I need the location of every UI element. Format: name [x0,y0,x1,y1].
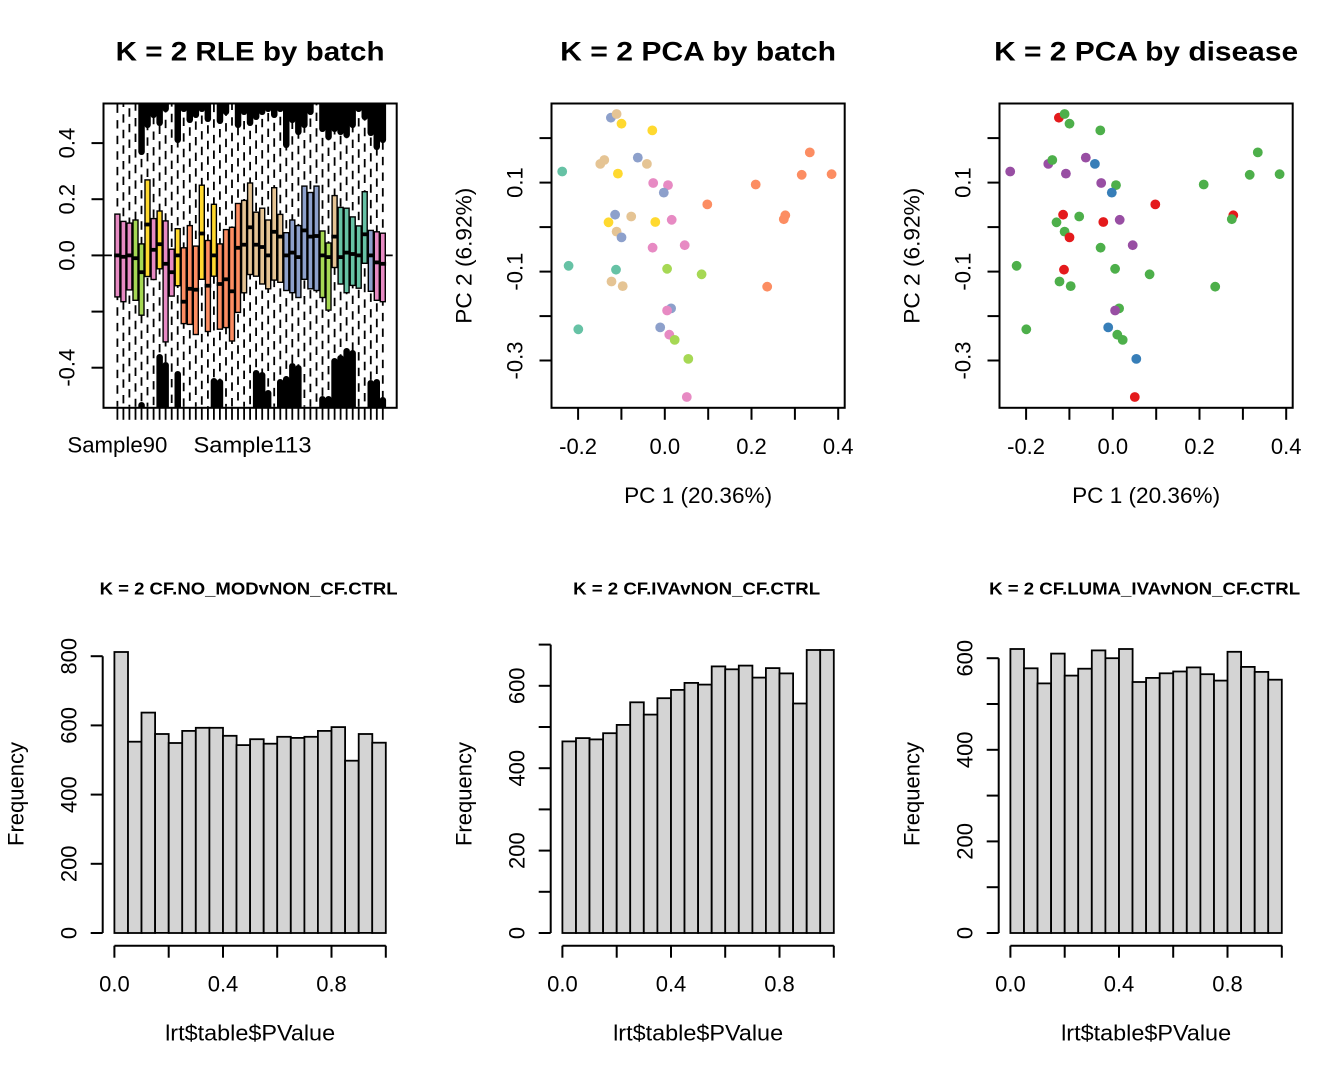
svg-text:0.2: 0.2 [736,434,767,459]
svg-text:Sample113: Sample113 [194,433,312,458]
svg-text:0.0: 0.0 [1098,434,1129,459]
svg-text:PC 1 (20.36%): PC 1 (20.36%) [1072,483,1220,508]
svg-text:0.0: 0.0 [99,972,130,997]
svg-text:lrt$table$PValue: lrt$table$PValue [613,1021,783,1046]
svg-text:Frequency: Frequency [899,742,924,846]
svg-text:-0.1: -0.1 [950,253,975,291]
svg-text:-0.3: -0.3 [502,342,527,380]
svg-text:800: 800 [57,638,82,675]
svg-text:K = 2 RLE by batch: K = 2 RLE by batch [116,37,385,67]
svg-text:0.4: 0.4 [1104,972,1135,997]
svg-text:0.4: 0.4 [54,128,79,159]
svg-text:-0.2: -0.2 [1007,434,1045,459]
svg-text:-0.1: -0.1 [502,253,527,291]
svg-text:Frequency: Frequency [3,742,28,846]
svg-text:lrt$table$PValue: lrt$table$PValue [165,1021,335,1046]
svg-text:K = 2 CF.NO_MODvNON_CF.CTRL: K = 2 CF.NO_MODvNON_CF.CTRL [100,578,398,598]
svg-text:600: 600 [505,667,530,704]
svg-text:0.0: 0.0 [547,972,578,997]
svg-text:200: 200 [505,832,530,869]
svg-text:0.0: 0.0 [995,972,1026,997]
svg-text:0.4: 0.4 [823,434,854,459]
svg-text:Frequency: Frequency [451,742,476,846]
svg-text:Sample90: Sample90 [67,433,167,458]
svg-text:0.0: 0.0 [54,240,79,271]
svg-text:0.4: 0.4 [208,972,239,997]
svg-text:400: 400 [505,750,530,787]
svg-text:0.8: 0.8 [1212,972,1243,997]
svg-text:PC 2 (6.92%): PC 2 (6.92%) [451,188,476,324]
svg-text:0.1: 0.1 [502,167,527,198]
svg-text:600: 600 [953,640,978,677]
svg-text:600: 600 [57,707,82,744]
svg-text:0.2: 0.2 [54,184,79,215]
svg-text:-0.4: -0.4 [54,349,79,387]
svg-text:0.8: 0.8 [764,972,795,997]
svg-text:K = 2 CF.IVAvNON_CF.CTRL: K = 2 CF.IVAvNON_CF.CTRL [573,578,820,598]
svg-text:-0.2: -0.2 [559,434,597,459]
svg-text:PC 2 (6.92%): PC 2 (6.92%) [899,188,924,324]
svg-text:0: 0 [505,927,530,939]
svg-text:K = 2 PCA by disease: K = 2 PCA by disease [994,37,1298,67]
svg-text:400: 400 [953,731,978,768]
svg-text:0.8: 0.8 [316,972,347,997]
svg-text:0.2: 0.2 [1184,434,1215,459]
svg-text:K = 2 PCA by batch: K = 2 PCA by batch [560,37,836,67]
svg-text:0: 0 [57,927,82,939]
svg-text:lrt$table$PValue: lrt$table$PValue [1061,1021,1231,1046]
svg-text:400: 400 [57,776,82,813]
svg-text:200: 200 [57,845,82,882]
svg-text:0: 0 [953,927,978,939]
svg-text:0.0: 0.0 [650,434,681,459]
svg-text:PC 1 (20.36%): PC 1 (20.36%) [624,483,772,508]
svg-text:K = 2 CF.LUMA_IVAvNON_CF.CTRL: K = 2 CF.LUMA_IVAvNON_CF.CTRL [989,578,1300,598]
svg-text:0.4: 0.4 [656,972,687,997]
svg-text:-0.3: -0.3 [950,342,975,380]
svg-text:0.4: 0.4 [1271,434,1302,459]
svg-text:200: 200 [953,823,978,860]
svg-text:0.1: 0.1 [950,167,975,198]
